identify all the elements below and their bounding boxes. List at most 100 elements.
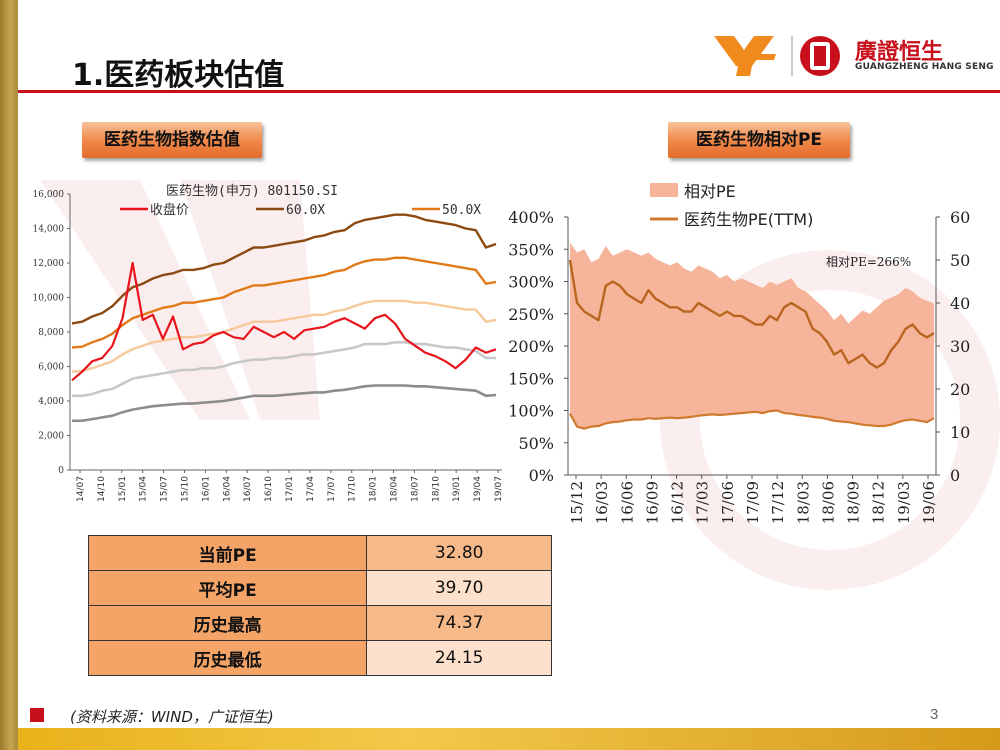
series-line-50.0X — [71, 256, 497, 349]
pe-ttm-line — [568, 259, 935, 369]
company-logo — [714, 36, 840, 76]
series-line-60.0X — [71, 213, 497, 325]
x-tick-label: 14/07 — [76, 476, 86, 502]
source-note: (资料来源：WIND，广证恒生) — [70, 708, 274, 726]
left-tick-label: 50% — [518, 434, 554, 453]
legend-label: 相对PE — [684, 182, 736, 201]
legend-label: 医药生物PE(TTM) — [684, 210, 813, 229]
x-tick-label: 16/03 — [593, 481, 611, 524]
x-tick-label: 18/06 — [819, 481, 837, 524]
left-tick-label: 400% — [508, 208, 554, 227]
x-tick-label: 18/04 — [390, 476, 400, 502]
x-tick-label: 17/10 — [348, 476, 358, 502]
right-tick-label: 60 — [950, 208, 970, 227]
footer-marker — [30, 708, 44, 722]
y-tick-label: 8,000 — [38, 328, 64, 338]
table-row: 当前PE 32.80 — [87, 535, 552, 571]
x-tick-label: 15/04 — [139, 476, 149, 502]
right-tick-label: 0 — [950, 466, 960, 485]
left-decor-bar — [0, 0, 18, 750]
y-tick-label: 10,000 — [33, 294, 65, 304]
x-tick-label: 16/09 — [643, 481, 661, 524]
series-line-30X — [72, 341, 496, 398]
left-tick-label: 150% — [508, 369, 554, 388]
row-label: 历史最高 — [87, 605, 368, 641]
logo-subtitle: GUANGZHENG HANG SENG — [855, 62, 994, 72]
x-tick-label: 18/09 — [845, 481, 863, 524]
x-tick-label: 17/07 — [327, 476, 337, 502]
row-label: 平均PE — [87, 570, 368, 606]
y-tick-label: 0 — [58, 466, 64, 476]
row-value: 24.15 — [366, 640, 552, 676]
row-label: 历史最低 — [87, 640, 368, 676]
left-tick-label: 0% — [529, 466, 554, 485]
series-line-40X — [71, 299, 497, 373]
left-tick-label: 200% — [508, 337, 554, 356]
left-tick-label: 300% — [508, 273, 554, 292]
legend-label: 60.0X — [286, 203, 325, 218]
legend-label: 50.0X — [442, 203, 481, 218]
x-tick-label: 15/07 — [160, 476, 170, 502]
left-tick-label: 100% — [508, 402, 554, 421]
x-tick-label: 15/12 — [568, 481, 586, 524]
series-line-收盘价 — [71, 261, 497, 382]
row-label: 当前PE — [87, 535, 368, 571]
x-tick-label: 18/01 — [369, 476, 379, 502]
x-tick-label: 15/10 — [181, 476, 191, 502]
y-tick-label: 16,000 — [33, 190, 65, 200]
left-tick-label: 250% — [508, 305, 554, 324]
x-tick-label: 16/06 — [618, 481, 636, 524]
table-row: 历史最低 24.15 — [87, 640, 552, 676]
right-tick-label: 10 — [950, 423, 970, 442]
table-row: 历史最高 74.37 — [87, 605, 552, 641]
x-tick-label: 17/12 — [769, 481, 787, 524]
index-valuation-chart: 0 2,000 4,000 6,000 8,000 10,000 12,000 14,000 1… — [33, 184, 505, 502]
relative-pe-low-line — [569, 409, 935, 430]
row-value: 39.70 — [366, 570, 552, 606]
left-section-title: 医药生物指数估值 — [82, 122, 262, 158]
ye-logo-icon — [714, 36, 776, 76]
x-tick-label: 18/10 — [431, 476, 441, 502]
x-tick-label: 18/12 — [870, 481, 888, 524]
relative-pe-area — [570, 242, 934, 429]
x-tick-label: 18/03 — [794, 481, 812, 524]
x-tick-label: 19/07 — [494, 476, 504, 502]
right-tick-label: 30 — [950, 337, 970, 356]
x-tick-label: 15/01 — [118, 476, 128, 502]
right-tick-label: 20 — [950, 380, 970, 399]
hs-seal-icon — [800, 36, 840, 76]
x-tick-label: 18/07 — [410, 476, 420, 502]
x-tick-label: 16/04 — [222, 476, 232, 502]
y-tick-label: 12,000 — [33, 259, 65, 269]
annotation-label: 相对PE=266% — [826, 255, 911, 269]
right-tick-label: 50 — [950, 251, 970, 270]
x-tick-label: 19/03 — [895, 481, 913, 524]
x-tick-label: 16/10 — [264, 476, 274, 502]
logo-name: 廣證恒生 — [855, 40, 944, 65]
x-tick-label: 19/01 — [452, 476, 462, 502]
row-value: 32.80 — [366, 535, 552, 571]
y-tick-label: 4,000 — [38, 397, 64, 407]
page-number: 3 — [930, 706, 939, 723]
bottom-decor-bar — [18, 728, 1000, 750]
left-tick-label: 350% — [508, 240, 554, 259]
y-tick-label: 14,000 — [33, 225, 65, 235]
x-tick-label: 17/04 — [306, 476, 316, 502]
x-tick-label: 17/03 — [694, 481, 712, 524]
right-tick-label: 40 — [950, 294, 970, 313]
right-section-title: 医药生物相对PE — [668, 122, 850, 158]
x-tick-label: 16/07 — [243, 476, 253, 502]
table-row: 平均PE 39.70 — [87, 570, 552, 606]
x-tick-label: 16/12 — [669, 481, 687, 524]
pe-stats-table: 当前PE 32.80 平均PE 39.70 历史最高 74.37 历史最低 24… — [87, 535, 552, 676]
x-tick-label: 16/01 — [201, 476, 211, 502]
x-tick-label: 17/06 — [719, 481, 737, 524]
x-tick-label: 19/06 — [920, 481, 938, 524]
legend-label: 收盘价 — [150, 202, 189, 218]
x-tick-label: 19/04 — [473, 476, 483, 502]
relative-pe-chart: 0% 50% 100% 150% 200% 250% 300% 350% 400% 0 10 20 30… — [508, 182, 970, 524]
legend-swatch-area — [650, 183, 678, 197]
series-line-20X — [71, 384, 497, 423]
y-tick-label: 2,000 — [38, 432, 64, 442]
